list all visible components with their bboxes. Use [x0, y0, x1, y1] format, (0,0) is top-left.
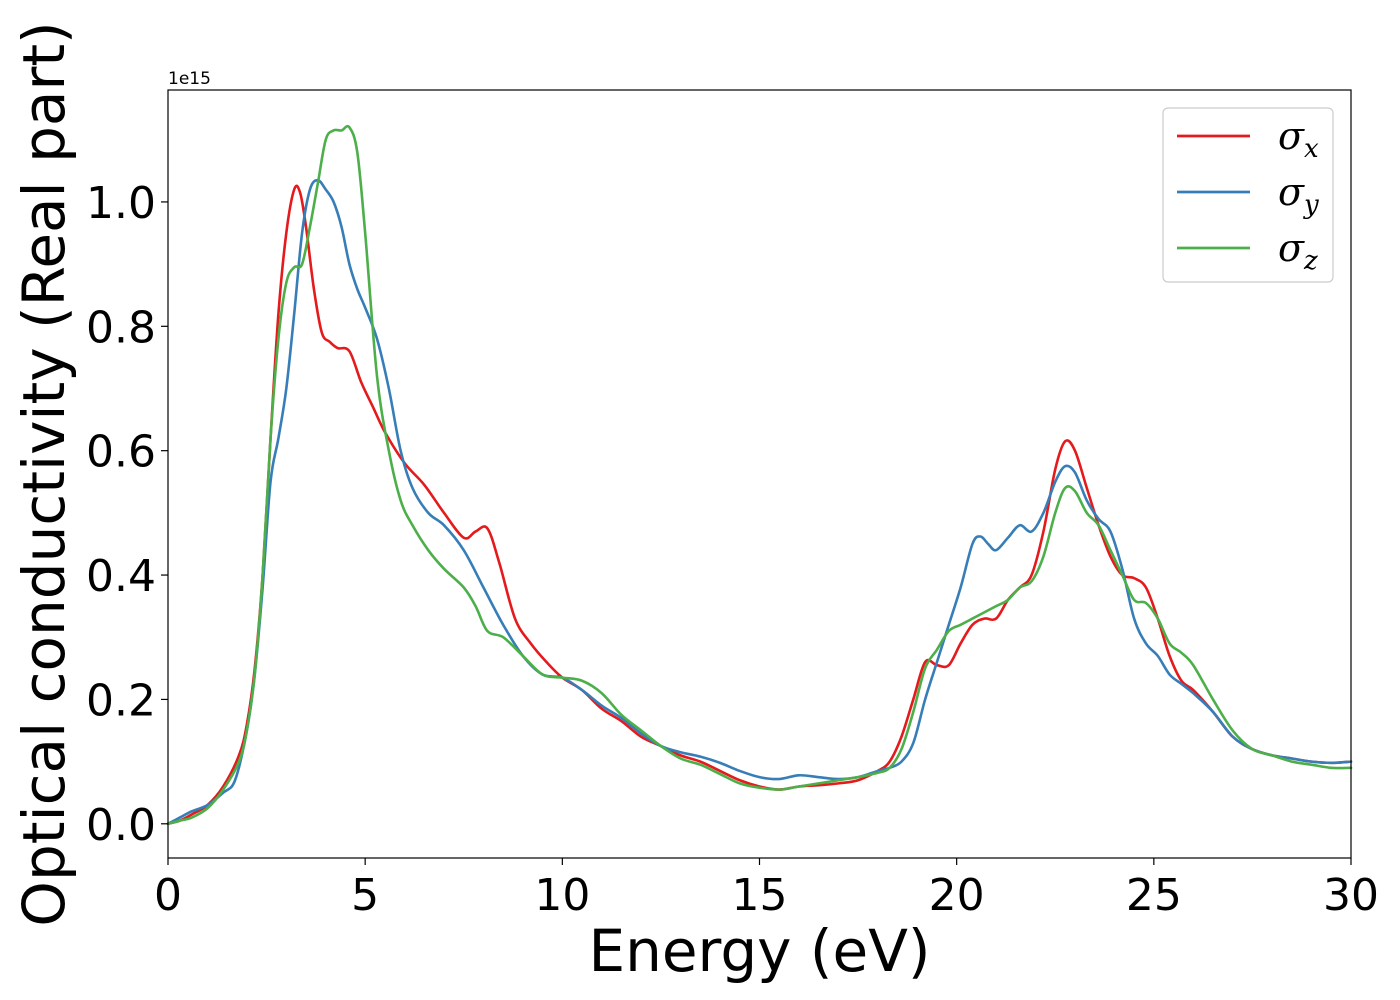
- y-axis: 0.0 0.2 0.4 0.6 0.8 1.0: [86, 178, 168, 851]
- x-tick-label: 15: [732, 870, 788, 921]
- legend-label-z: σz: [1278, 226, 1318, 276]
- x-tick-label: 0: [154, 870, 182, 921]
- legend-label-y: σy: [1278, 170, 1319, 220]
- y-tick-label: 0.4: [86, 551, 156, 602]
- y-tick-label: 0.0: [86, 800, 156, 851]
- series-line-z: [166, 124, 1353, 826]
- x-tick-label: 10: [534, 870, 590, 921]
- x-tick-label: 30: [1323, 870, 1379, 921]
- x-axis: 0 5 10 15 20 25 30: [154, 858, 1379, 921]
- legend-label-x: σx: [1278, 114, 1319, 164]
- legend: σx σy σz: [1162, 107, 1334, 283]
- plot-background: [168, 90, 1351, 858]
- y-tick-label: 0.8: [86, 302, 156, 353]
- y-tick-label: 0.6: [86, 427, 156, 478]
- legend-box: [1162, 107, 1334, 283]
- x-tick-label: 5: [351, 870, 379, 921]
- y-tick-label: 1.0: [86, 178, 156, 229]
- series-layer: [166, 124, 1353, 826]
- y-axis-label: Optical conductivity (Real part): [10, 21, 78, 926]
- x-tick-label: 20: [929, 870, 985, 921]
- y-offset-label: 1e15: [168, 69, 211, 89]
- series-line-y: [166, 178, 1353, 826]
- x-axis-label: Energy (eV): [588, 917, 930, 985]
- x-tick-label: 25: [1126, 870, 1182, 921]
- y-tick-label: 0.2: [86, 675, 156, 726]
